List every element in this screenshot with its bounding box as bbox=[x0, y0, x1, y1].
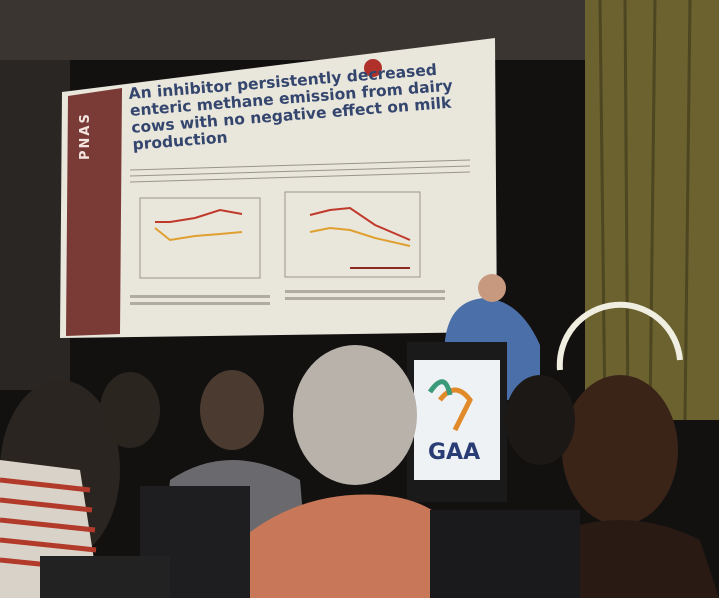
projection-screen bbox=[60, 38, 497, 338]
conference-logo: GAA bbox=[428, 440, 481, 465]
journal-band bbox=[66, 88, 122, 336]
journal-name: PNAS bbox=[78, 112, 93, 160]
